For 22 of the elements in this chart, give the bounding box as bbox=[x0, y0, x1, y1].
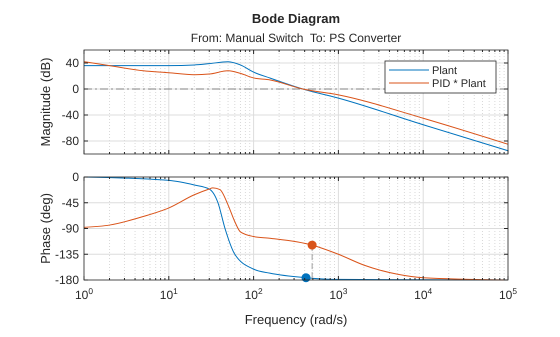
x-axis-title: Frequency (rad/s) bbox=[244, 312, 348, 327]
y-tick-label: -45 bbox=[62, 196, 80, 210]
y-tick-label: -80 bbox=[62, 134, 80, 148]
y-tick-label: -40 bbox=[62, 108, 80, 122]
legend-label: Plant bbox=[432, 65, 458, 77]
x-tick-label: 10$^{3}$ bbox=[329, 286, 348, 302]
y-axis-title: Magnitude (dB) bbox=[38, 58, 53, 146]
y-tick-label: -90 bbox=[62, 222, 80, 236]
x-tick-label: 10$^{1}$ bbox=[160, 286, 178, 302]
legend-label: PID * Plant bbox=[432, 78, 486, 90]
x-tick-label: 10$^{5}$ bbox=[498, 286, 518, 302]
y-tick-label: 0 bbox=[72, 82, 80, 96]
chart-title: Bode Diagram bbox=[252, 11, 340, 26]
y-tick-label: 40 bbox=[66, 56, 80, 70]
x-tick-label: 10$^{2}$ bbox=[244, 286, 263, 302]
x-tick-label: 10$^{0}$ bbox=[74, 286, 94, 302]
y-tick-label: -180 bbox=[54, 273, 80, 287]
y-tick-label: 0 bbox=[72, 170, 80, 184]
chart-subtitle: From: Manual Switch To: PS Converter bbox=[190, 31, 402, 45]
y-tick-label: -135 bbox=[54, 247, 80, 262]
y-axis-title: Phase (deg) bbox=[38, 193, 53, 264]
x-tick-label: 10$^{4}$ bbox=[414, 286, 433, 302]
